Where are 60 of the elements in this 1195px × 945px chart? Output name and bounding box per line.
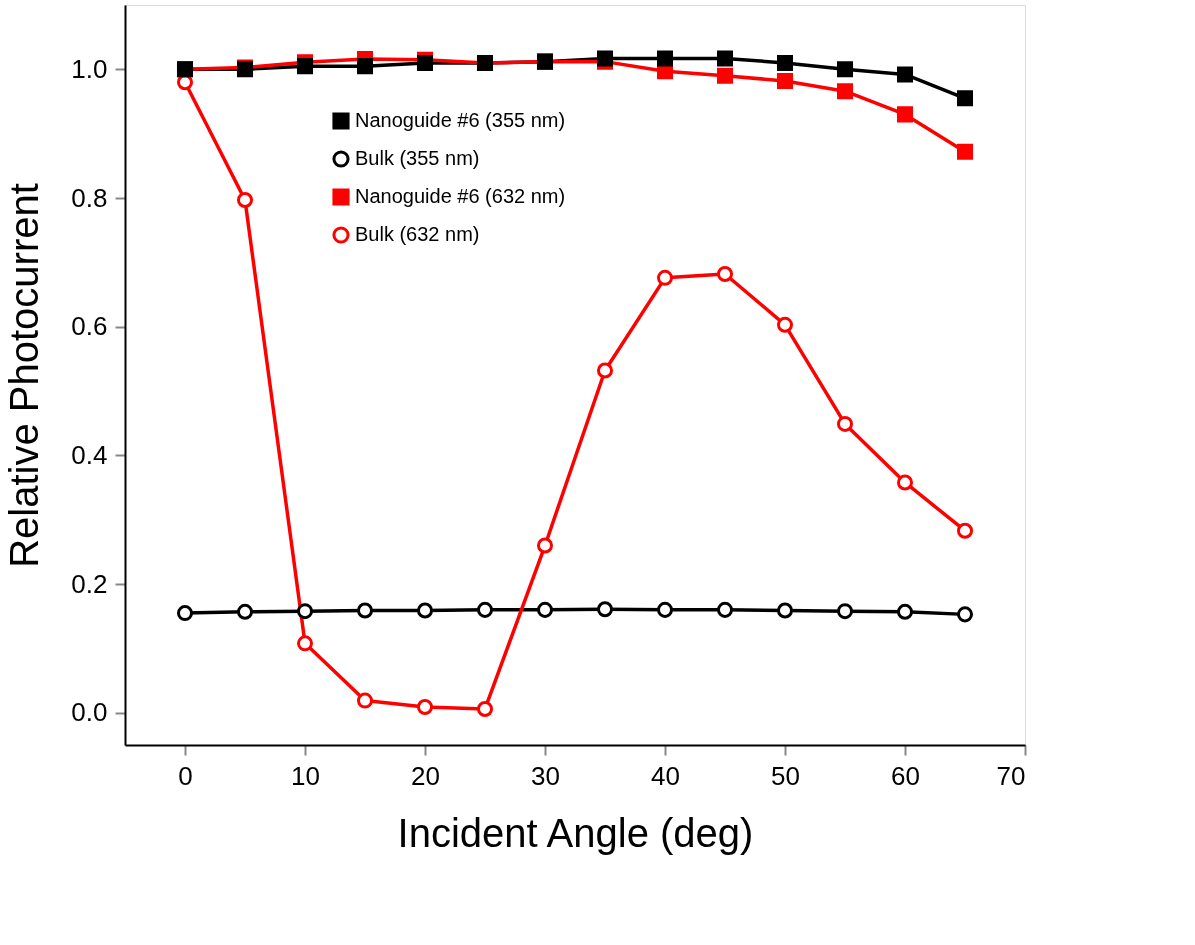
y-tick-label: 0.6 xyxy=(71,311,108,342)
point xyxy=(776,54,794,71)
point xyxy=(296,58,314,75)
y-tick-label: 0.8 xyxy=(71,182,108,213)
y-tick-label: 0.2 xyxy=(71,568,108,599)
point xyxy=(356,58,374,75)
y-tick-label: 0.0 xyxy=(71,697,108,728)
point xyxy=(176,605,194,622)
legend-label: Bulk (355 nm) xyxy=(355,147,480,169)
legend-label: Bulk (632 nm) xyxy=(355,223,480,245)
point xyxy=(896,603,914,620)
x-tick-label: 50 xyxy=(771,760,800,791)
point xyxy=(476,601,494,618)
point xyxy=(716,265,734,282)
point xyxy=(896,474,914,491)
point xyxy=(416,602,434,619)
point xyxy=(656,50,674,67)
point xyxy=(416,699,434,716)
point xyxy=(716,67,734,84)
point xyxy=(236,191,254,208)
point xyxy=(536,537,554,554)
point xyxy=(956,143,974,160)
point xyxy=(836,61,854,78)
y-tick-label: 0.4 xyxy=(71,439,108,470)
x-tick-label: 60 xyxy=(891,760,920,791)
point xyxy=(776,72,794,89)
point xyxy=(656,601,674,618)
x-tick-label: 70 xyxy=(996,760,1026,791)
point xyxy=(956,606,974,623)
y-axis-title: Relative Photocurrent xyxy=(2,183,47,568)
point xyxy=(716,50,734,67)
point xyxy=(356,692,374,709)
point xyxy=(476,700,494,717)
point xyxy=(776,602,794,619)
point xyxy=(656,269,674,286)
x-tick-label: 0 xyxy=(178,760,193,791)
point xyxy=(836,415,854,432)
point xyxy=(836,603,854,620)
point xyxy=(596,601,614,618)
legend-label: Nanoguide #6 (632 nm) xyxy=(355,185,566,207)
x-tick-label: 30 xyxy=(531,760,560,791)
point xyxy=(896,106,914,123)
point xyxy=(896,66,914,83)
point xyxy=(536,601,554,618)
point xyxy=(596,362,614,379)
legend-label: Nanoguide #6 (355 nm) xyxy=(355,109,566,131)
point xyxy=(296,635,314,652)
x-tick-label: 20 xyxy=(411,760,440,791)
point xyxy=(956,90,974,107)
point xyxy=(236,603,254,620)
point xyxy=(956,522,974,539)
point xyxy=(836,83,854,100)
point xyxy=(776,316,794,333)
x-tick-label: 10 xyxy=(291,760,320,791)
point xyxy=(296,603,314,620)
y-tick-label: 1.0 xyxy=(71,53,108,84)
x-axis-title: Incident Angle (deg) xyxy=(397,810,754,855)
x-tick-label: 40 xyxy=(651,760,680,791)
point xyxy=(356,602,374,619)
point xyxy=(716,601,734,618)
